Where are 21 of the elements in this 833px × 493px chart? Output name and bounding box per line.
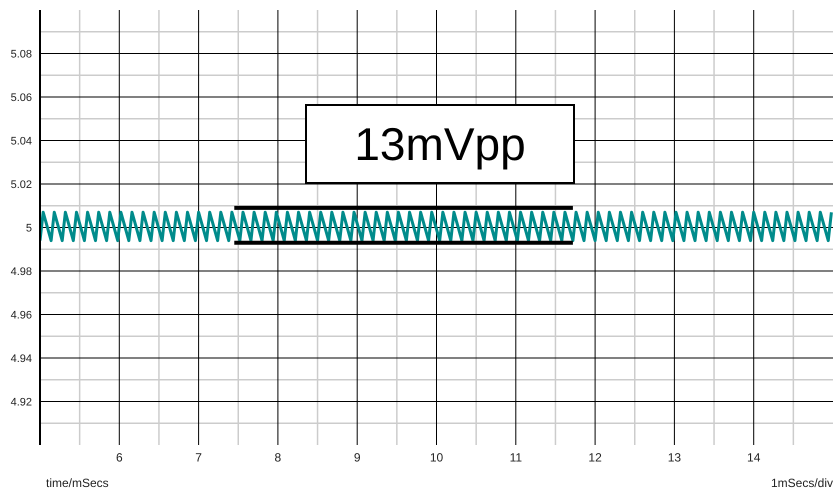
y-tick-label: 4.94 [10,352,32,365]
x-tick-label: 7 [195,450,202,465]
y-tick-label: 5.04 [10,135,32,148]
x-tick-label: 10 [430,450,444,465]
y-tick-label: 5.08 [10,48,32,60]
y-tick-label: 4.98 [10,266,32,278]
annotation: 13mVpp [305,104,575,184]
x-tick-label: 12 [588,450,602,465]
y-tick-label: 4.92 [10,396,32,408]
x-tick-label: 11 [510,450,522,465]
x-tick-label: 8 [274,450,282,465]
y-tick-label: 5.02 [10,178,32,191]
y-tick-label: 4.96 [10,309,32,322]
y-tick-label: 5.06 [10,92,32,104]
x-axis-title: time/mSecs [46,476,109,490]
x-tick-label: 13 [668,450,682,465]
text: 1mSecs/div [770,476,833,490]
y-tick-label: 5 [26,222,32,234]
x-tick-label: 14 [747,450,761,465]
x-tick-label: 6 [116,450,123,465]
x-tick-label: 9 [354,450,361,465]
